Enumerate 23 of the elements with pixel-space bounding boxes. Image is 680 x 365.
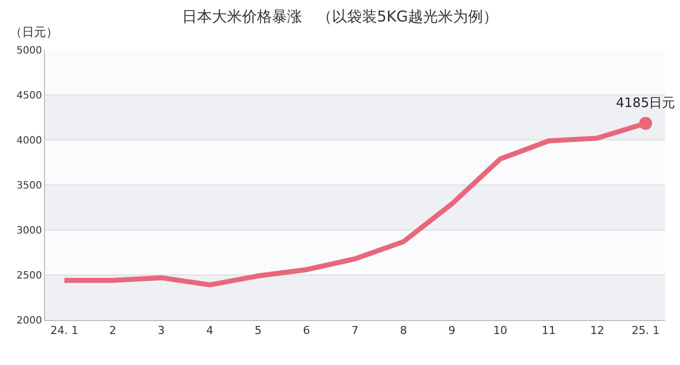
- x-tick-label: 2: [109, 324, 116, 338]
- x-tick-label: 10: [493, 324, 508, 338]
- annotation: 4185日元: [616, 96, 676, 111]
- x-tick-label: 8: [400, 324, 407, 338]
- x-tick-label: 12: [590, 324, 604, 338]
- x-tick-label: 11: [542, 324, 556, 338]
- x-tick-label: 7: [352, 324, 358, 338]
- x-tick-label: 3: [158, 324, 165, 338]
- x-tick-label: 5: [254, 324, 262, 338]
- y-tick-label: 2000: [16, 316, 42, 326]
- x-tick-label: 9: [448, 324, 456, 338]
- y-tick-label: 5000: [16, 46, 42, 56]
- y-tick-label: 3000: [16, 226, 42, 236]
- y-tick-label: 3500: [16, 180, 42, 192]
- y-tick-label: 4000: [16, 136, 42, 146]
- y-tick-label: 2500: [16, 270, 42, 282]
- x-tick-label: 4: [206, 324, 214, 338]
- chart-title: 日本大米价格暴涨 （以袋装5KG越光米为例）: [182, 7, 498, 26]
- y-axis-title: （日元）: [10, 25, 58, 39]
- x-tick-label: 24. 1: [50, 324, 78, 338]
- y-tick-label: 4500: [16, 90, 42, 102]
- x-tick-label: 6: [303, 324, 310, 338]
- x-tick-label: 25. 1: [632, 324, 660, 338]
